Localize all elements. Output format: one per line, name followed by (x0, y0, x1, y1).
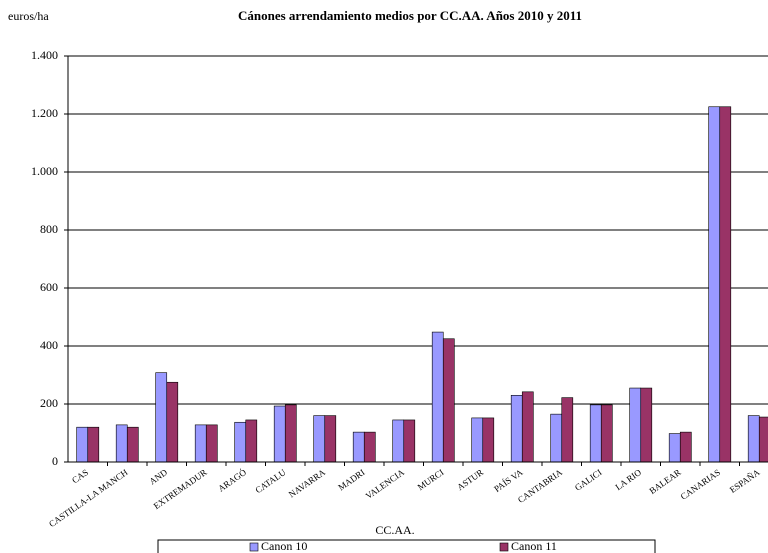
legend-box (157, 539, 656, 553)
bar (510, 394, 523, 463)
x-tick-label: BALEAR (647, 467, 682, 496)
bar (324, 415, 337, 463)
x-tick-label: CANARIAS (679, 467, 722, 502)
x-tick-label: CATALU (253, 467, 288, 495)
x-tick-label: MADRI (336, 467, 366, 492)
legend-swatch (249, 542, 259, 552)
x-tick-label: CANTABRIA (516, 467, 565, 505)
legend-swatch (499, 542, 509, 552)
y-tick-label: 600 (40, 280, 58, 294)
bar (205, 424, 218, 463)
x-tick-label: AND (147, 467, 169, 487)
bar (352, 431, 365, 463)
bar (719, 106, 732, 463)
x-tick-label: GALICI (573, 467, 604, 493)
y-tick-label: 1.400 (31, 48, 58, 62)
bar (640, 387, 653, 463)
bar (431, 331, 444, 463)
bar (482, 417, 495, 463)
x-tick-label: PAÍS VA (492, 467, 525, 494)
bar (708, 106, 721, 463)
x-axis-label: CC.AA. (375, 523, 414, 537)
x-tick-label: ESPAÑA (728, 467, 762, 495)
y-tick-label: 1.200 (31, 106, 58, 120)
bar (273, 405, 286, 463)
x-tick-label: ARAGÓ (216, 467, 248, 494)
x-tick-label: VALENCIA (364, 467, 407, 501)
bar (521, 391, 534, 463)
legend-label: Canon 10 (261, 539, 307, 553)
bar (629, 387, 642, 463)
bar (471, 417, 484, 463)
y-tick-label: 0 (52, 454, 58, 468)
y-tick-label: 400 (40, 338, 58, 352)
bar (194, 424, 207, 463)
bar (600, 404, 613, 463)
bar (234, 421, 247, 463)
x-tick-label: NAVARRA (287, 467, 328, 500)
x-tick-label: LA RIO (613, 467, 643, 492)
y-tick-label: 1.000 (31, 164, 58, 178)
bar (166, 381, 179, 463)
bar (284, 404, 297, 463)
bar (87, 426, 100, 463)
bar (679, 431, 692, 463)
legend-label: Canon 11 (511, 539, 557, 553)
bar (550, 413, 563, 463)
y-tick-label: 800 (40, 222, 58, 236)
chart-title: Cánones arrendamiento medios por CC.AA. … (238, 8, 582, 23)
bar (115, 424, 128, 463)
bar (747, 415, 760, 463)
x-tick-label: CAS (70, 467, 90, 485)
bar (561, 397, 574, 463)
bar (76, 426, 89, 463)
bar (313, 415, 326, 463)
x-tick-label: MURCI (416, 467, 446, 492)
y-tick-label: 200 (40, 396, 58, 410)
bar (589, 404, 602, 463)
bar (668, 433, 681, 463)
bar (245, 419, 258, 463)
y-axis-label: euros/ha (8, 9, 49, 23)
x-tick-label: ASTUR (455, 467, 485, 492)
bar (392, 419, 405, 463)
bar (403, 419, 416, 463)
bar (758, 416, 768, 463)
bar (155, 372, 168, 463)
bar (442, 338, 455, 463)
bar (363, 431, 376, 463)
bar (126, 426, 139, 463)
